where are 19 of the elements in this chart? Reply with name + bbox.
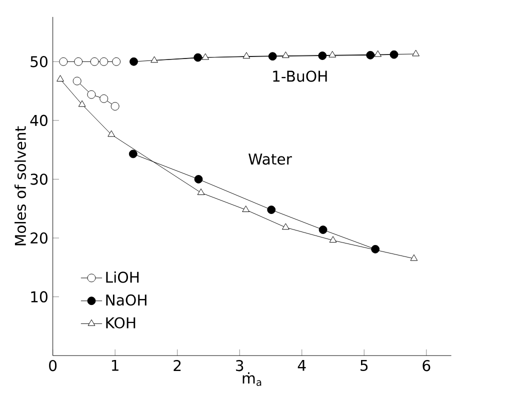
x-tick-label: 3 bbox=[236, 360, 244, 372]
y-tick-label: 10 bbox=[31, 291, 48, 302]
x-tick-label: 5 bbox=[360, 360, 368, 371]
annotation: Water bbox=[248, 153, 292, 165]
annotation: 1-BuOH bbox=[273, 70, 327, 82]
x-tick-label: 1 bbox=[112, 360, 118, 371]
y-tick-label: 30 bbox=[30, 173, 48, 185]
x-tick-label: 0 bbox=[49, 360, 57, 372]
x-tick-label: 6 bbox=[422, 360, 430, 372]
x-axis-title: ṁ$_{a}$ bbox=[242, 372, 262, 386]
legend-label: LiOH bbox=[106, 271, 139, 283]
y-tick-label: 20 bbox=[30, 232, 48, 244]
y-tick-label: 50 bbox=[30, 56, 48, 68]
y-axis-title: Moles of solvent bbox=[14, 126, 26, 246]
x-tick-label: 4 bbox=[298, 360, 306, 371]
legend-label: KOH bbox=[106, 317, 136, 328]
y-tick-label: 40 bbox=[30, 114, 48, 126]
x-tick-label: 2 bbox=[174, 360, 181, 371]
legend-label: NaOH bbox=[106, 294, 146, 306]
